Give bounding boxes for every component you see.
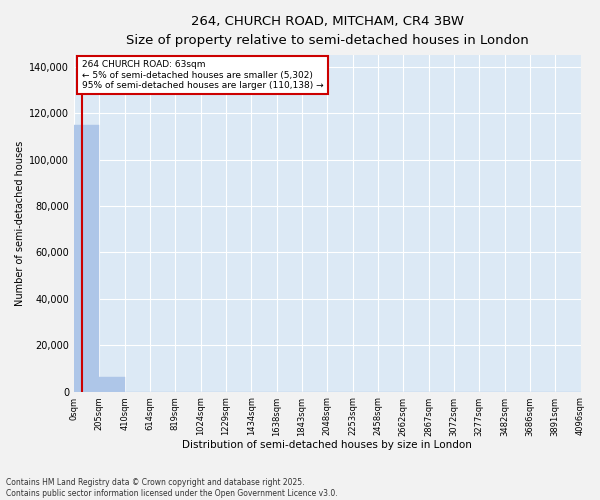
Bar bbox=[74, 124, 100, 392]
Y-axis label: Number of semi-detached houses: Number of semi-detached houses bbox=[15, 140, 25, 306]
Title: 264, CHURCH ROAD, MITCHAM, CR4 3BW
Size of property relative to semi-detached ho: 264, CHURCH ROAD, MITCHAM, CR4 3BW Size … bbox=[126, 15, 529, 47]
Text: Contains HM Land Registry data © Crown copyright and database right 2025.
Contai: Contains HM Land Registry data © Crown c… bbox=[6, 478, 338, 498]
Text: 264 CHURCH ROAD: 63sqm
← 5% of semi-detached houses are smaller (5,302)
95% of s: 264 CHURCH ROAD: 63sqm ← 5% of semi-deta… bbox=[82, 60, 323, 90]
Bar bbox=[100, 376, 125, 392]
X-axis label: Distribution of semi-detached houses by size in London: Distribution of semi-detached houses by … bbox=[182, 440, 472, 450]
